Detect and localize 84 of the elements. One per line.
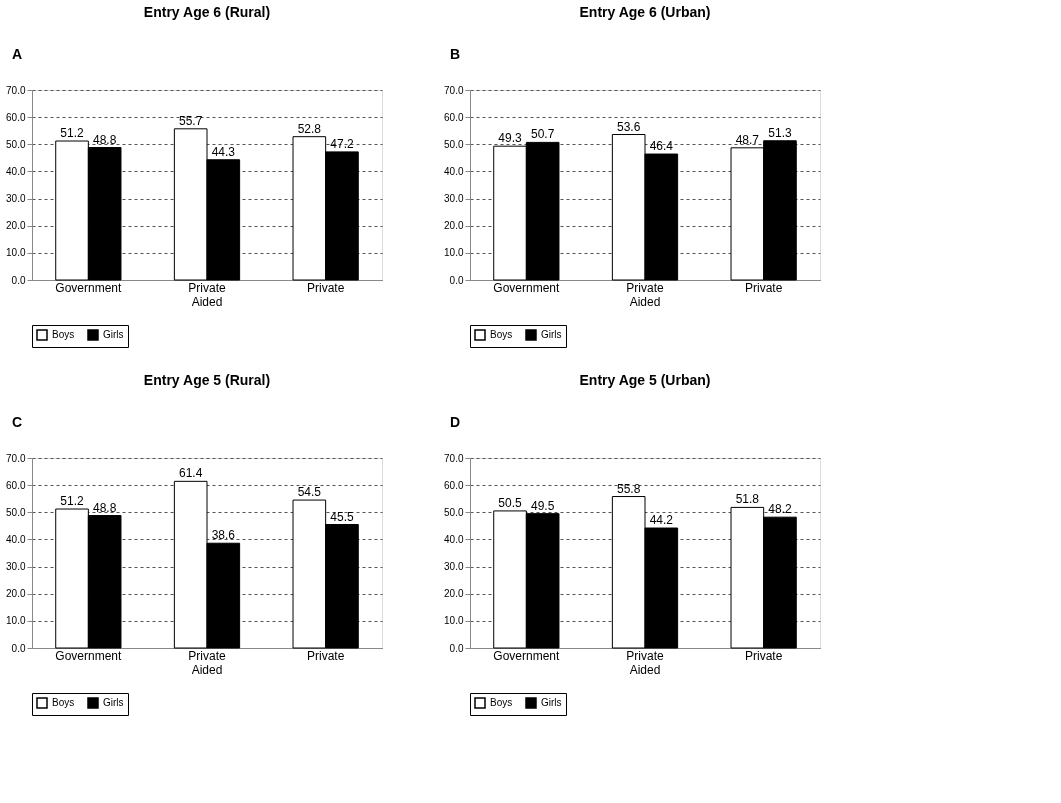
data-label: 38.6 xyxy=(211,528,236,543)
y-tick-label: 10.0 xyxy=(444,247,464,259)
data-label: 49.5 xyxy=(530,498,555,513)
chart-title: Entry Age 5 (Rural) xyxy=(143,372,271,388)
data-label: 48.2 xyxy=(768,502,792,517)
y-tick-label: 10.0 xyxy=(6,615,26,627)
data-label: 44.3 xyxy=(211,144,236,159)
y-tick-label: 60.0 xyxy=(6,111,26,123)
data-label: 54.5 xyxy=(297,485,322,500)
y-tick-label: 10.0 xyxy=(6,247,26,259)
y-tick-label: 10.0 xyxy=(444,615,464,627)
text: C xyxy=(12,414,23,430)
legend-label: Boys xyxy=(490,329,513,340)
x-tick-label: Private Aided xyxy=(188,280,226,309)
data-label: 53.6 xyxy=(617,119,641,134)
y-tick-label: 70.0 xyxy=(444,452,464,464)
y-tick-label: 60.0 xyxy=(444,479,464,491)
y-tick-label: 60.0 xyxy=(444,111,464,123)
y-tick-label: 20.0 xyxy=(444,220,464,232)
y-tick-label: 40.0 xyxy=(444,533,464,545)
y-tick-label: 40.0 xyxy=(6,165,26,177)
data-label: 50.7 xyxy=(530,127,555,142)
y-tick-label: 20.0 xyxy=(6,220,26,232)
legend-label: Girls xyxy=(103,329,124,340)
data-label: 45.5 xyxy=(330,509,354,524)
data-label: 51.3 xyxy=(768,125,792,140)
x-tick-label: Government xyxy=(55,648,123,663)
chart-title: Entry Age 6 (Rural) xyxy=(143,4,271,20)
y-tick-label: 70.0 xyxy=(6,452,26,464)
data-label: 55.8 xyxy=(617,481,641,496)
data-label: 48.8 xyxy=(92,500,117,515)
x-tick-label: Private Aided xyxy=(626,648,664,677)
y-tick-label: 0.0 xyxy=(449,642,464,654)
y-tick-label: 0.0 xyxy=(449,274,464,286)
data-label: 51.2 xyxy=(60,494,85,509)
chart-title: Entry Age 6 (Urban) xyxy=(579,4,711,20)
data-label: 52.8 xyxy=(297,121,322,136)
x-tick-label: Private xyxy=(744,280,783,295)
data-label: 47.2 xyxy=(330,136,354,151)
y-tick-label: 30.0 xyxy=(6,561,26,573)
y-tick-label: 50.0 xyxy=(6,138,26,150)
x-tick-label: Private xyxy=(306,280,345,295)
data-label: 51.2 xyxy=(60,126,85,141)
y-tick-label: 20.0 xyxy=(6,588,26,600)
y-tick-label: 70.0 xyxy=(444,84,464,96)
legend-label: Boys xyxy=(52,697,75,708)
x-tick-label: Private Aided xyxy=(188,648,226,677)
legend-label: Girls xyxy=(541,697,562,708)
y-tick-label: 70.0 xyxy=(6,84,26,96)
y-tick-label: 50.0 xyxy=(444,506,464,518)
y-tick-label: 0.0 xyxy=(11,274,26,286)
data-label: 49.3 xyxy=(498,131,523,146)
legend-label: Girls xyxy=(541,329,562,340)
text: B xyxy=(450,46,461,62)
x-tick-label: Private Aided xyxy=(626,280,664,309)
data-label: 61.4 xyxy=(179,466,203,481)
y-tick-label: 40.0 xyxy=(6,533,26,545)
data-label: 46.4 xyxy=(649,139,674,154)
x-tick-label: Government xyxy=(493,280,561,295)
data-label: 51.8 xyxy=(735,492,760,507)
chart-title: Entry Age 5 (Urban) xyxy=(579,372,711,388)
y-tick-label: 30.0 xyxy=(444,193,464,205)
y-tick-label: 60.0 xyxy=(6,479,26,491)
data-label: 48.8 xyxy=(92,132,117,147)
data-label: 50.5 xyxy=(498,495,523,510)
y-tick-label: 40.0 xyxy=(444,165,464,177)
legend-label: Girls xyxy=(103,697,124,708)
y-tick-label: 50.0 xyxy=(444,138,464,150)
x-tick-label: Government xyxy=(55,280,123,295)
y-tick-label: 50.0 xyxy=(6,506,26,518)
y-tick-label: 0.0 xyxy=(11,642,26,654)
x-tick-label: Private xyxy=(744,648,783,663)
text: D xyxy=(450,414,461,430)
data-label: 48.7 xyxy=(735,132,760,147)
x-tick-label: Government xyxy=(493,648,561,663)
y-tick-label: 30.0 xyxy=(6,193,26,205)
text: A xyxy=(12,46,23,62)
legend-label: Boys xyxy=(490,697,513,708)
legend-label: Boys xyxy=(52,329,75,340)
data-label: 44.2 xyxy=(649,513,674,528)
x-tick-label: Private xyxy=(306,648,345,663)
data-label: 55.7 xyxy=(179,113,203,128)
y-tick-label: 30.0 xyxy=(444,561,464,573)
y-tick-label: 20.0 xyxy=(444,588,464,600)
